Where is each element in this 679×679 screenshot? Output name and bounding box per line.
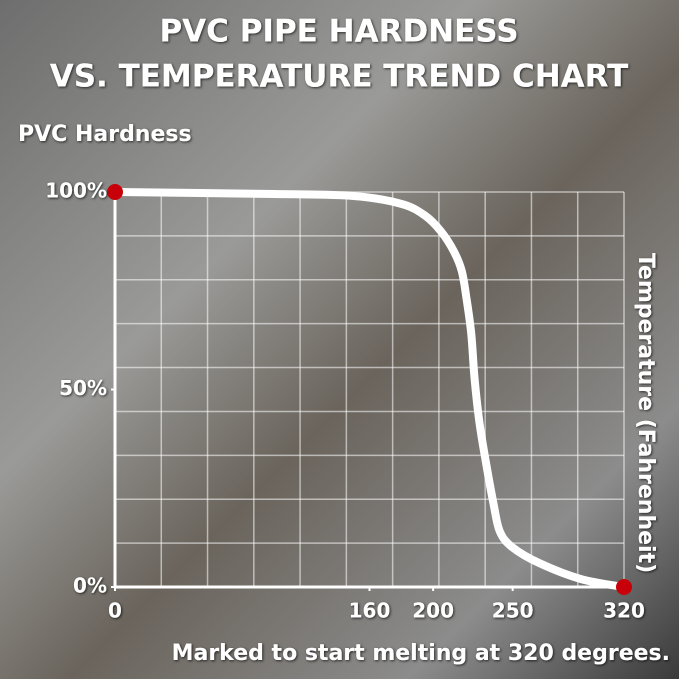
plot [107,184,632,595]
endpoint-marker [107,184,123,200]
ticks: 0% 50% 100% 0 160 200 250 320 [45,179,645,623]
endpoint-marker [616,579,632,595]
texts: PVC PIPE HARDNESS VS. TEMPERATURE TREND … [18,14,670,667]
y-tick-label: 100% [45,179,107,203]
chart-title: VS. TEMPERATURE TREND CHART [50,59,629,95]
y-axis-label: PVC Hardness [18,122,192,147]
x-tick-label: 200 [412,599,454,623]
y-tick-label: 50% [59,376,107,400]
x-tick-label: 160 [349,599,391,623]
x-tick-label: 320 [603,599,645,623]
line [111,188,628,591]
x-tick-label: 0 [108,599,122,623]
y-tick-label: 0% [73,574,107,598]
x-axis-label: Temperature (Fahrenheit) [633,253,658,573]
annotation: Marked to start melting at 320 degrees. [172,641,670,666]
x-tick-label: 250 [492,599,534,623]
chart-title: PVC PIPE HARDNESS [159,14,518,50]
